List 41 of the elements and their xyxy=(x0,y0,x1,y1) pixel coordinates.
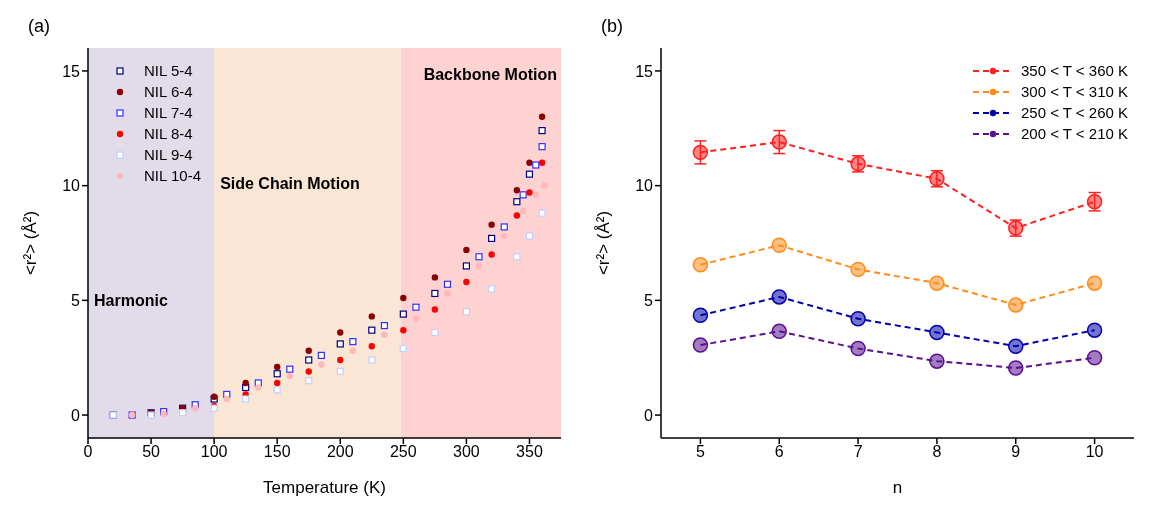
x-tick-label: 9 xyxy=(1011,443,1021,461)
x-tick-label: 8 xyxy=(932,443,942,461)
chart-title: (b) xyxy=(601,16,623,37)
y-tick-label: 0 xyxy=(644,406,654,424)
band-label: Harmonic xyxy=(94,291,168,309)
y-tick-label: 15 xyxy=(635,62,654,80)
x-tick-label: 50 xyxy=(142,443,161,461)
legend-label: NIL 6-4 xyxy=(144,83,193,100)
band-label: Side Chain Motion xyxy=(220,174,360,192)
y-tick-label: 5 xyxy=(644,292,654,310)
x-tick-label: 250 xyxy=(389,443,417,461)
y-tick-label: 5 xyxy=(71,292,81,310)
x-tick-label: 350 xyxy=(516,443,543,461)
legend-label: 200 < T < 210 K xyxy=(1020,125,1128,142)
chart-title: (a) xyxy=(28,16,50,37)
x-tick-label: 300 xyxy=(453,443,480,461)
legend-label: NIL 7-4 xyxy=(144,104,193,121)
y-tick-label: 15 xyxy=(62,62,81,80)
x-tick-label: 200 xyxy=(326,443,354,461)
x-tick-label: 150 xyxy=(263,443,291,461)
y-tick-label: 10 xyxy=(635,177,654,195)
x-axis-title: n xyxy=(892,478,903,497)
x-tick-label: 100 xyxy=(200,443,228,461)
y-tick-label: 0 xyxy=(71,406,81,424)
y-axis-title: <r²> (Å²) xyxy=(594,210,613,276)
x-tick-label: 10 xyxy=(1085,443,1104,461)
x-tick-label: 6 xyxy=(774,443,784,461)
y-axis-title: <r²> (Å²) xyxy=(21,210,40,276)
legend-label: NIL 8-4 xyxy=(144,125,193,142)
x-axis-title: Temperature (K) xyxy=(263,478,386,497)
x-tick-label: 7 xyxy=(853,443,863,461)
legend-label: 350 < T < 360 K xyxy=(1020,62,1128,79)
legend-label: 300 < T < 310 K xyxy=(1020,83,1128,100)
y-tick-label: 10 xyxy=(62,177,81,195)
legend-label: 250 < T < 260 K xyxy=(1020,104,1128,121)
legend-label: NIL 10-4 xyxy=(144,167,201,184)
x-tick-label: 5 xyxy=(695,443,705,461)
band-label: Backbone Motion xyxy=(423,65,557,83)
legend-label: NIL 9-4 xyxy=(144,146,193,163)
legend-label: NIL 5-4 xyxy=(144,62,193,79)
x-tick-label: 0 xyxy=(83,443,93,461)
